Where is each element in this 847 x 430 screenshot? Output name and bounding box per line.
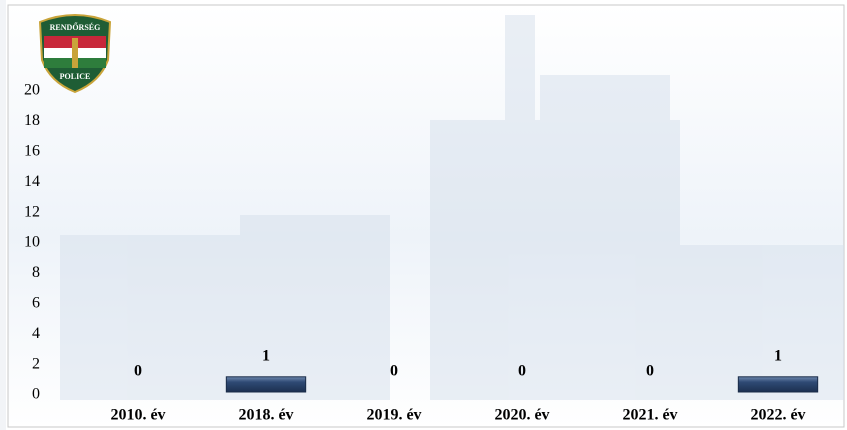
data-label: 0 <box>390 363 398 380</box>
background-buildings <box>60 15 844 400</box>
bar <box>737 376 819 393</box>
y-tick-label: 2 <box>32 355 40 372</box>
logo-bottom: POLICE <box>60 72 91 81</box>
x-tick-label: 2010. év <box>110 407 165 424</box>
y-tick-label: 18 <box>24 112 40 129</box>
x-tick-label: 2020. év <box>494 407 549 424</box>
data-label: 0 <box>134 363 142 380</box>
y-tick-label: 16 <box>24 142 40 159</box>
x-tick-label: 2021. év <box>622 407 677 424</box>
bar <box>225 376 307 393</box>
y-tick-label: 20 <box>24 82 40 99</box>
data-label: 1 <box>262 347 270 364</box>
y-tick-label: 12 <box>24 203 40 220</box>
logo: RENDŐRSÉG POLICE <box>38 14 112 94</box>
data-label: 1 <box>774 347 782 364</box>
logo-top: RENDŐRSÉG <box>50 22 101 32</box>
x-tick-label: 2022. év <box>750 407 805 424</box>
y-tick-label: 0 <box>32 386 40 403</box>
y-tick-label: 4 <box>32 325 40 342</box>
x-tick-label: 2019. év <box>366 407 421 424</box>
y-tick-label: 14 <box>24 173 40 190</box>
y-tick-label: 6 <box>32 294 40 311</box>
side-panel <box>0 0 6 430</box>
y-tick-label: 8 <box>32 264 40 281</box>
y-tick-label: 10 <box>24 234 40 251</box>
data-label: 0 <box>518 363 526 380</box>
data-label: 0 <box>646 363 654 380</box>
x-tick-label: 2018. év <box>238 407 293 424</box>
